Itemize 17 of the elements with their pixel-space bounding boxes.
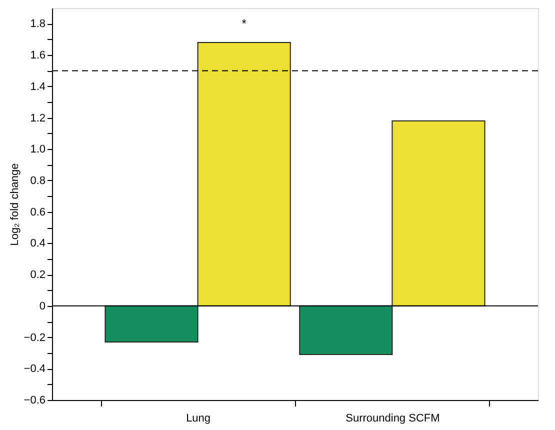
y-tick-label: 0.8 — [30, 174, 46, 187]
y-tick-label: 1.8 — [30, 18, 46, 30]
x-tick-label: Surrounding SCFM — [346, 412, 440, 424]
y-tick-label: 1.2 — [30, 112, 46, 124]
y-tick-label: 0.4 — [30, 238, 46, 250]
y-tick-label: −0.6 — [24, 394, 46, 406]
y-tick-label: 0.2 — [30, 269, 46, 282]
y-tick-label: 1.6 — [30, 50, 46, 62]
y-tick-label: −0.4 — [24, 363, 46, 376]
x-tick-label: Lung — [186, 412, 211, 424]
y-tick-label: 1.4 — [30, 80, 46, 93]
annotation: * — [242, 16, 247, 30]
y-axis-title: Log₂ fold change — [8, 163, 21, 246]
y-tick-label: 0 — [39, 300, 46, 312]
y-tick-label: 0.6 — [30, 206, 46, 218]
y-tick-label: 1.0 — [30, 144, 46, 156]
y-tick-label: −0.2 — [24, 332, 46, 344]
